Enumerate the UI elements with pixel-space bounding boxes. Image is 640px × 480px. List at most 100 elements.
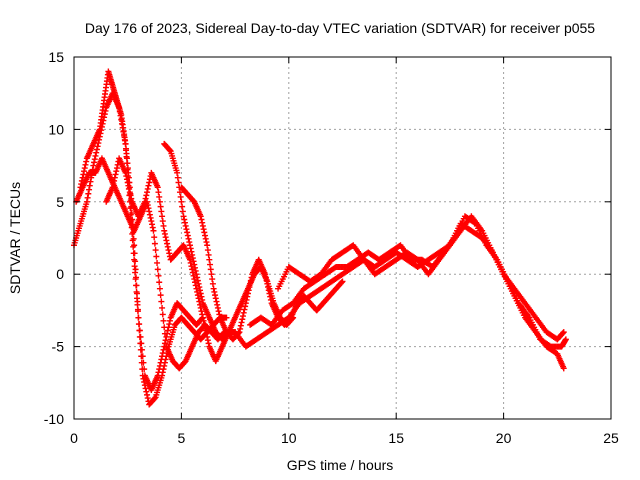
data-point — [267, 293, 274, 300]
data-point — [110, 181, 117, 188]
data-point — [238, 319, 245, 326]
data-point — [560, 329, 567, 336]
data-point — [134, 306, 141, 313]
y-tick-label: -5 — [52, 339, 65, 355]
data-point — [189, 255, 196, 262]
data-point — [152, 247, 159, 254]
data-point — [214, 301, 221, 308]
data-point — [156, 193, 163, 200]
data-point — [201, 229, 208, 236]
data-point — [237, 325, 244, 332]
data-point — [136, 327, 143, 334]
data-point — [206, 256, 213, 263]
data-point — [237, 322, 244, 329]
data-point — [159, 311, 166, 318]
data-point — [192, 264, 199, 271]
data-point — [133, 282, 140, 289]
data-point — [159, 213, 166, 220]
data-point — [198, 308, 205, 315]
data-point — [90, 162, 97, 169]
data-point — [179, 208, 186, 215]
data-point — [208, 271, 215, 278]
data-point — [199, 314, 206, 321]
data-point — [264, 280, 271, 287]
data-point — [262, 271, 269, 278]
data-point — [200, 317, 207, 324]
data-point — [339, 278, 346, 285]
data-point — [134, 290, 141, 297]
series-track-2 — [77, 68, 206, 394]
data-point — [138, 340, 145, 347]
data-point — [240, 309, 247, 316]
data-point — [144, 391, 151, 398]
data-point — [165, 247, 172, 254]
data-point — [191, 261, 198, 268]
data-point — [93, 149, 100, 156]
data-point — [183, 226, 190, 233]
data-point — [164, 327, 171, 334]
data-point — [184, 229, 191, 236]
data-point — [131, 250, 138, 257]
data-point — [186, 239, 193, 246]
data-point — [211, 288, 218, 295]
data-point — [189, 251, 196, 258]
x-tick-label: 25 — [603, 430, 619, 446]
data-point — [93, 146, 100, 153]
data-point — [199, 311, 206, 318]
data-point — [200, 226, 207, 233]
data-point — [156, 366, 163, 373]
data-point — [190, 258, 197, 265]
data-point — [111, 174, 118, 181]
data-point — [132, 266, 139, 273]
data-point — [80, 171, 87, 178]
data-point — [204, 247, 211, 254]
data-point — [112, 171, 119, 178]
data-point — [212, 295, 219, 302]
data-point — [102, 107, 109, 114]
data-point — [245, 287, 252, 294]
data-point — [156, 362, 163, 369]
data-point — [159, 218, 166, 225]
data-point — [560, 365, 567, 372]
data-point — [139, 346, 146, 353]
data-point — [145, 182, 152, 189]
data-point — [161, 230, 168, 237]
data-point — [196, 284, 203, 291]
data-point — [91, 159, 98, 166]
data-point — [198, 216, 205, 223]
data-point — [182, 222, 189, 229]
data-point — [111, 177, 118, 184]
data-point — [161, 227, 168, 234]
data-point — [205, 340, 212, 347]
data-point — [199, 222, 206, 229]
data-point — [161, 340, 168, 347]
data-point — [123, 176, 130, 183]
y-tick-label: 10 — [48, 121, 64, 137]
data-point — [174, 174, 181, 181]
data-point — [186, 242, 193, 249]
data-point — [204, 242, 211, 249]
data-point — [181, 219, 188, 226]
data-point — [198, 293, 205, 300]
data-point — [163, 237, 170, 244]
y-tick-label: 0 — [56, 266, 64, 282]
data-point — [141, 366, 148, 373]
data-point — [209, 276, 216, 283]
data-point — [199, 296, 206, 303]
data-point — [144, 395, 151, 402]
data-point — [155, 369, 162, 376]
data-point — [125, 182, 132, 189]
data-point — [166, 250, 173, 257]
data-point — [197, 290, 204, 297]
data-point — [247, 277, 254, 284]
data-point — [154, 259, 161, 266]
data-point — [204, 333, 211, 340]
series-track-3 — [73, 155, 228, 372]
data-point — [146, 208, 153, 215]
data-point — [266, 290, 273, 297]
data-point — [149, 221, 156, 228]
data-point — [148, 218, 155, 225]
x-tick-label: 20 — [496, 430, 512, 446]
data-point — [145, 205, 152, 212]
